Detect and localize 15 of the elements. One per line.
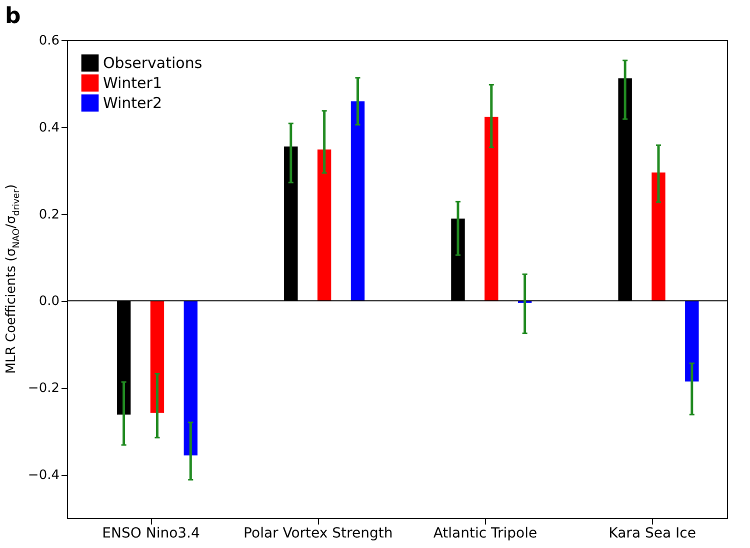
y-tick-label: 0.0 [38,294,60,310]
y-tick-label: −0.2 [28,381,60,396]
legend-label: Winter1 [103,74,162,92]
y-tick-label: −0.4 [28,468,60,484]
legend-label: Winter2 [103,94,162,112]
chart-title: b [5,4,21,29]
x-tick-label: ENSO Nino3.4 [102,526,200,542]
y-axis-title: MLR Coefficients (σNAO/σdriver) [4,184,22,374]
x-tick-label: Polar Vortex Strength [244,526,393,542]
x-tick-label: Kara Sea Ice [608,526,696,542]
y-tick-label: 0.4 [38,120,60,136]
y-tick-label: 0.6 [38,34,60,48]
legend-label: Observations [103,54,202,72]
x-tick-label: Atlantic Tripole [433,526,538,542]
y-tick-label: 0.2 [38,207,60,222]
